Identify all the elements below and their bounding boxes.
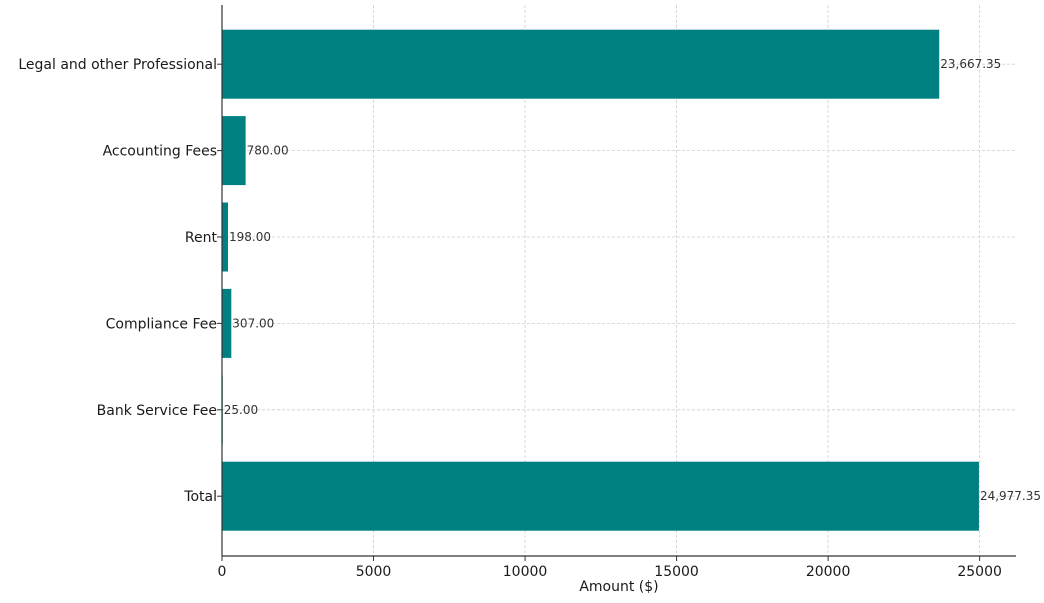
x-tick-label: 20000 (806, 564, 851, 580)
value-label: 307.00 (232, 316, 274, 330)
x-tick-label: 0 (218, 564, 227, 580)
value-label: 24,977.35 (980, 489, 1041, 503)
x-tick-label: 15000 (654, 564, 699, 580)
category-label: Rent (185, 230, 218, 246)
value-label: 23,667.35 (940, 57, 1001, 71)
axis-layer (221, 5, 1016, 557)
x-tick-label: 5000 (356, 564, 392, 580)
bar (222, 461, 979, 531)
label-layer: 0 5000 10000 15000 20000 25000 Legal and other… (18, 57, 1041, 580)
category-label: Compliance Fee (106, 316, 217, 332)
value-label: 780.00 (247, 144, 289, 158)
bar (222, 202, 229, 272)
value-label: 198.00 (229, 230, 271, 244)
bar-layer (222, 29, 979, 531)
category-label: Legal and other Professional (18, 57, 217, 73)
category-label: Accounting Fees (103, 144, 217, 160)
x-tick-label: 10000 (503, 564, 548, 580)
bar (222, 288, 232, 358)
category-label: Total (183, 489, 217, 505)
bar (222, 29, 940, 99)
bar (222, 116, 246, 186)
x-axis-title: Amount ($) (579, 579, 658, 595)
x-tick-label: 25000 (957, 564, 1002, 580)
category-label: Bank Service Fee (97, 403, 217, 419)
value-label: 25.00 (224, 403, 258, 417)
